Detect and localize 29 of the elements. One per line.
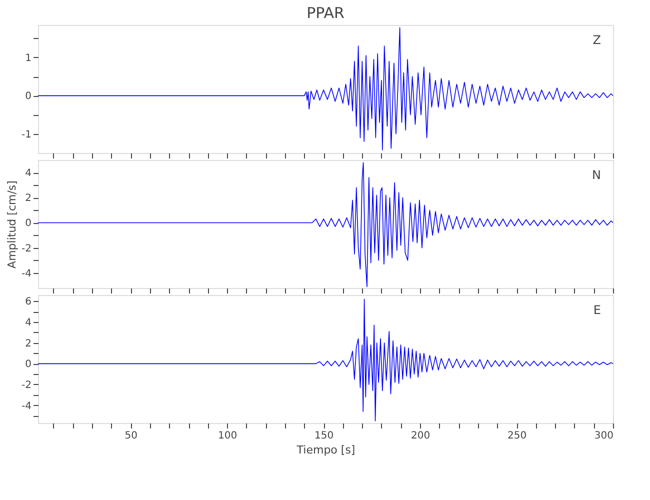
y-axis-title: Amplitud [cm/s]: [6, 180, 19, 268]
y-tick-label: 4: [25, 168, 32, 180]
y-tick-label: 0: [25, 218, 32, 230]
y-tick-label: -4: [22, 400, 32, 412]
line-series: [38, 162, 613, 288]
x-tick-label: 150: [314, 430, 334, 442]
y-tick-label: -4: [22, 268, 32, 280]
annotation: N: [592, 168, 601, 182]
y-tick-label: 2: [25, 338, 32, 350]
y-tick-label: 4: [25, 318, 32, 329]
x-tick-label: 300: [594, 430, 614, 442]
y-tick-label: 6: [25, 296, 32, 308]
chart-title: PPAR: [306, 4, 344, 22]
y-tick-label: 2: [25, 193, 32, 204]
annotation: Z: [592, 33, 601, 47]
line-series: [38, 298, 613, 422]
y-tick-label: -1: [22, 129, 32, 140]
y-tick-label: 1: [25, 52, 32, 64]
line-series: [38, 27, 613, 150]
x-tick-label: 50: [124, 430, 138, 442]
x-tick-label: 250: [507, 430, 527, 442]
y-tick-label: 0: [25, 91, 32, 102]
annotation: E: [593, 303, 601, 317]
x-tick-label: 100: [218, 430, 238, 442]
y-tick-label: 0: [25, 359, 32, 370]
y-tick-label: -2: [22, 380, 32, 391]
x-axis-title: Tiempo [s]: [296, 444, 356, 456]
x-tick-label: 200: [411, 430, 430, 442]
y-tick-label: -2: [22, 243, 32, 254]
